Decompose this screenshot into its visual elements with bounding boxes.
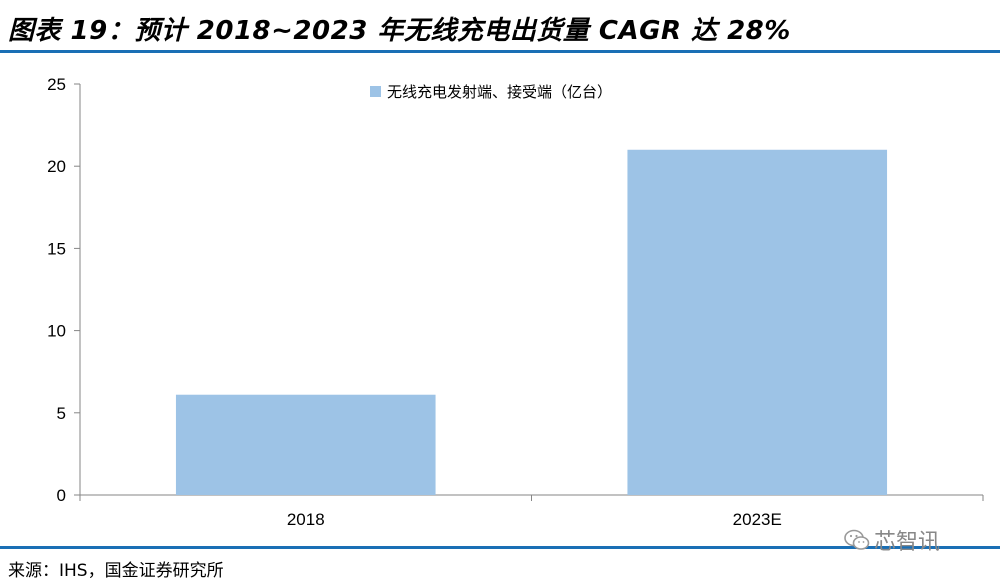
source-note: 来源：IHS，国金证券研究所 [8, 561, 224, 581]
watermark-text: 芯智讯 [874, 530, 941, 555]
y-tick-label: 10 [47, 322, 66, 341]
y-tick-label: 5 [57, 404, 66, 423]
bar-2023E [627, 149, 888, 495]
legend-label: 无线充电发射端、接受端（亿台） [387, 83, 612, 101]
y-tick-label: 20 [47, 157, 66, 176]
title-rule [0, 50, 1000, 53]
watermark: 芯智讯 [844, 524, 940, 556]
bar-2018 [175, 394, 436, 495]
footer-rule [0, 546, 1000, 549]
y-tick-label: 25 [47, 75, 66, 94]
wechat-icon [844, 529, 870, 550]
y-tick-label: 15 [47, 239, 66, 258]
legend-swatch [370, 86, 381, 97]
y-tick-label: 0 [57, 486, 66, 505]
x-tick-label: 2023E [733, 510, 782, 529]
figure-title: 图表 19：预计 2018~2023 年无线充电出货量 CAGR 达 28% [8, 16, 791, 46]
x-tick-label: 2018 [287, 510, 325, 529]
